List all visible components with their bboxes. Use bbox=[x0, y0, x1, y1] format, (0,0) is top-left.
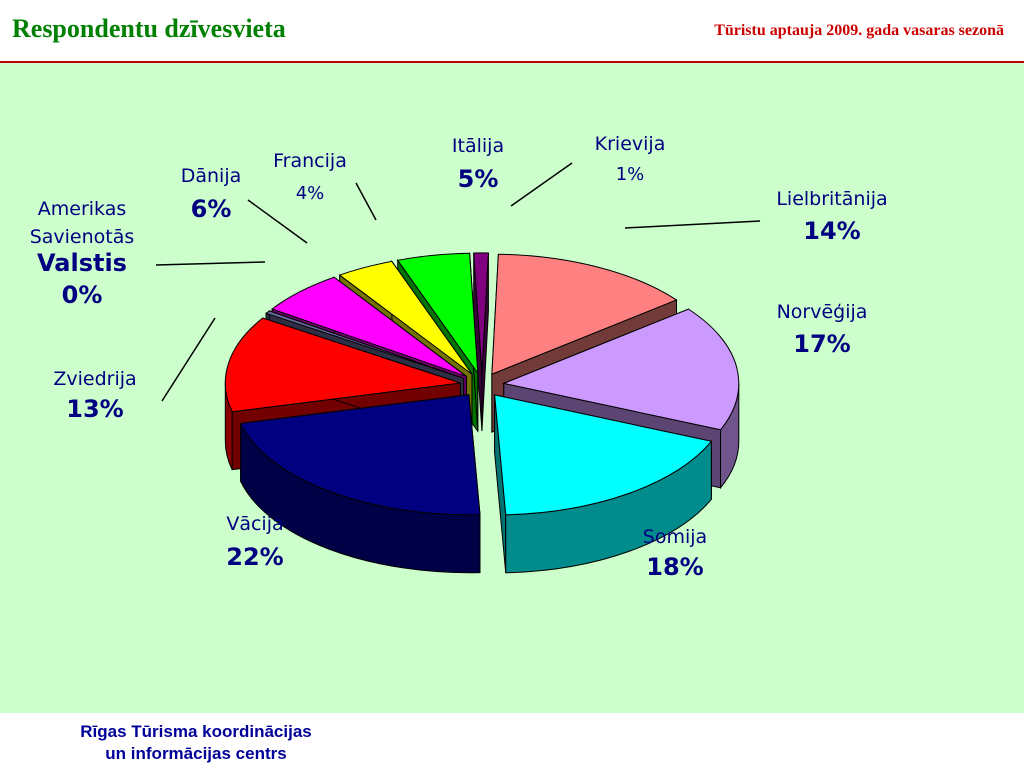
footer-line-2: un informācijas centrs bbox=[105, 744, 287, 763]
slice-label-italija: Itālija 5% bbox=[452, 135, 504, 193]
slice-name: Somija bbox=[643, 526, 707, 548]
slice-label-lielbritanija: Lielbritānija 14% bbox=[624, 188, 888, 245]
slice-top bbox=[224, 317, 461, 413]
page-subtitle: Tūristu aptauja 2009. gada vasaras sezon… bbox=[714, 22, 1004, 39]
leader-line bbox=[624, 220, 761, 229]
slice-name: Vācija bbox=[226, 513, 283, 535]
slice-name: Norvēģija bbox=[777, 301, 868, 323]
chart-area: Krievija 1% Lielbritānija 14% Norvēģija 17% So… bbox=[0, 63, 1024, 713]
slice-name: Itālija bbox=[452, 135, 504, 157]
slice-value: 6% bbox=[191, 195, 232, 223]
leader-line bbox=[510, 162, 573, 207]
leader-line bbox=[355, 182, 377, 221]
slice-top bbox=[338, 260, 473, 375]
slice-top bbox=[491, 253, 678, 375]
pie-slice-krievija bbox=[473, 252, 489, 431]
slice-name: Dānija bbox=[181, 165, 242, 187]
slice-top bbox=[265, 310, 464, 379]
slice-top bbox=[473, 252, 489, 373]
slice-top bbox=[271, 276, 467, 377]
slice-label-somija: Somija 18% bbox=[643, 526, 707, 581]
slice-top bbox=[502, 308, 740, 431]
leader-line bbox=[155, 261, 266, 266]
slice-value: 1% bbox=[616, 164, 645, 185]
header: Respondentu dzīvesvieta Tūristu aptauja … bbox=[0, 0, 1024, 62]
slice-top bbox=[494, 394, 713, 516]
slice-top bbox=[239, 394, 481, 516]
slice-value: 18% bbox=[646, 553, 703, 581]
slice-name-line: Amerikas bbox=[38, 198, 127, 220]
slice-label-danija: Dānija 6% bbox=[181, 165, 308, 244]
leader-line bbox=[247, 199, 308, 244]
slice-name: Krievija bbox=[595, 133, 666, 155]
slice-label-zviedrija: Zviedrija 13% bbox=[53, 317, 216, 423]
slice-name: Zviedrija bbox=[53, 368, 136, 390]
slice-name-line: Savienotās bbox=[30, 226, 135, 248]
footer-line-1: Rīgas Tūrisma koordinācijas bbox=[80, 722, 312, 741]
slice-label-vacija: Vācija 22% bbox=[226, 513, 283, 571]
footer: Rīgas Tūrisma koordinācijas un informāci… bbox=[0, 713, 1024, 768]
slice-value: 14% bbox=[803, 217, 860, 245]
footer-text: Rīgas Tūrisma koordinācijas un informāci… bbox=[56, 721, 336, 765]
slice-value: 0% bbox=[62, 281, 103, 309]
pie-slice-vacija bbox=[239, 394, 481, 574]
leader-line bbox=[161, 317, 216, 402]
slice-label-francija: Francija 4% bbox=[273, 150, 377, 221]
slice-value: 22% bbox=[226, 543, 283, 571]
slice-label-norvegija: Norvēģija 17% bbox=[777, 301, 868, 358]
page-title: Respondentu dzīvesvieta bbox=[12, 14, 286, 43]
slice-name: Lielbritānija bbox=[776, 188, 887, 210]
slice-label-krievija: Krievija 1% bbox=[510, 133, 666, 207]
pie-chart: Krievija 1% Lielbritānija 14% Norvēģija 17% So… bbox=[30, 133, 888, 581]
slice-value: 13% bbox=[66, 395, 123, 423]
pie-slice-somija bbox=[494, 394, 713, 574]
header-divider bbox=[0, 61, 1024, 63]
slice-value: 4% bbox=[296, 183, 325, 204]
slice-value: 17% bbox=[793, 330, 850, 358]
slice-top bbox=[396, 252, 479, 375]
slice-name: Francija bbox=[273, 150, 347, 172]
slice-name-line: Valstis bbox=[37, 249, 127, 277]
slice-value: 5% bbox=[458, 165, 499, 193]
